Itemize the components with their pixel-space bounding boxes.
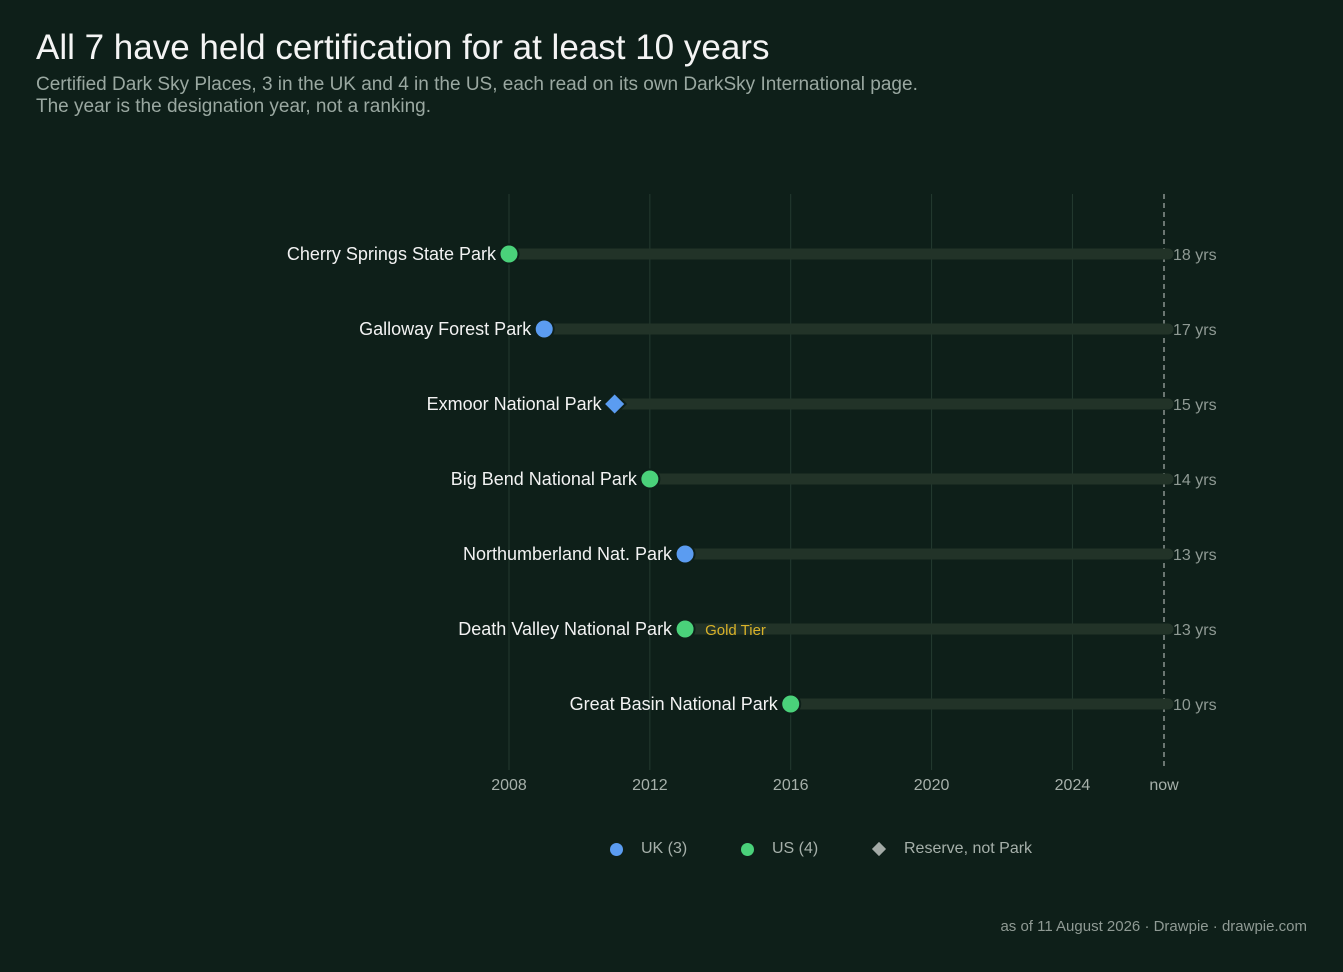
designation-marker-dot [674, 618, 696, 640]
row-label: Cherry Springs State Park [287, 244, 497, 264]
legend-diamond-icon [871, 841, 887, 857]
legend-dot-icon [610, 842, 623, 856]
designation-marker-dot [674, 543, 696, 565]
row-label: Death Valley National Park [458, 619, 673, 639]
years-label: 13 yrs [1173, 547, 1217, 564]
legend-label: US (4) [772, 840, 819, 857]
years-label: 13 yrs [1173, 622, 1217, 639]
legend-label: Reserve, not Park [904, 840, 1033, 857]
footer-credit: as of 11 August 2026 · Drawpie · drawpie… [1000, 918, 1307, 935]
legend-dot-icon [741, 842, 754, 856]
years-label: 14 yrs [1173, 472, 1217, 489]
row-label: Galloway Forest Park [359, 319, 532, 339]
years-label: 15 yrs [1173, 397, 1217, 414]
x-tick-label-2008: 2008 [491, 777, 527, 794]
designation-marker-diamond [602, 391, 628, 417]
legend-item: Reserve, not Park [871, 840, 1033, 858]
chart-legend: UK (3) US (4) Reserve, not Park [0, 840, 1343, 864]
years-label: 10 yrs [1173, 697, 1217, 714]
legend-item: US (4) [741, 840, 818, 858]
row-label: Great Basin National Park [570, 694, 779, 714]
now-tick-label: now [1149, 777, 1179, 794]
designation-marker-dot [639, 468, 661, 490]
row-label: Northumberland Nat. Park [463, 544, 673, 564]
x-tick-label-2020: 2020 [914, 777, 950, 794]
legend-label: UK (3) [641, 840, 688, 857]
x-tick-label-2016: 2016 [773, 777, 809, 794]
row-label: Big Bend National Park [451, 469, 638, 489]
x-tick-label-2024: 2024 [1055, 777, 1091, 794]
chart-title: All 7 have held certification for at lea… [36, 28, 770, 67]
designation-marker-dot [498, 243, 520, 265]
dark-sky-chart: 2008 2012 2016 2020 2024 now Cherry Springs St… [287, 194, 1217, 794]
chart-subtitle-line-2: The year is the designation year, not a … [36, 96, 432, 117]
years-label: 17 yrs [1173, 322, 1217, 339]
gold-tier-label: Gold Tier [705, 622, 766, 639]
x-tick-label-2012: 2012 [632, 777, 668, 794]
designation-marker-dot [533, 318, 555, 340]
legend-item: UK (3) [610, 840, 687, 858]
chart-subtitle-line-1: Certified Dark Sky Places, 3 in the UK a… [36, 74, 918, 95]
row-label: Exmoor National Park [427, 394, 603, 414]
designation-marker-dot [780, 693, 802, 715]
years-label: 18 yrs [1173, 247, 1217, 264]
